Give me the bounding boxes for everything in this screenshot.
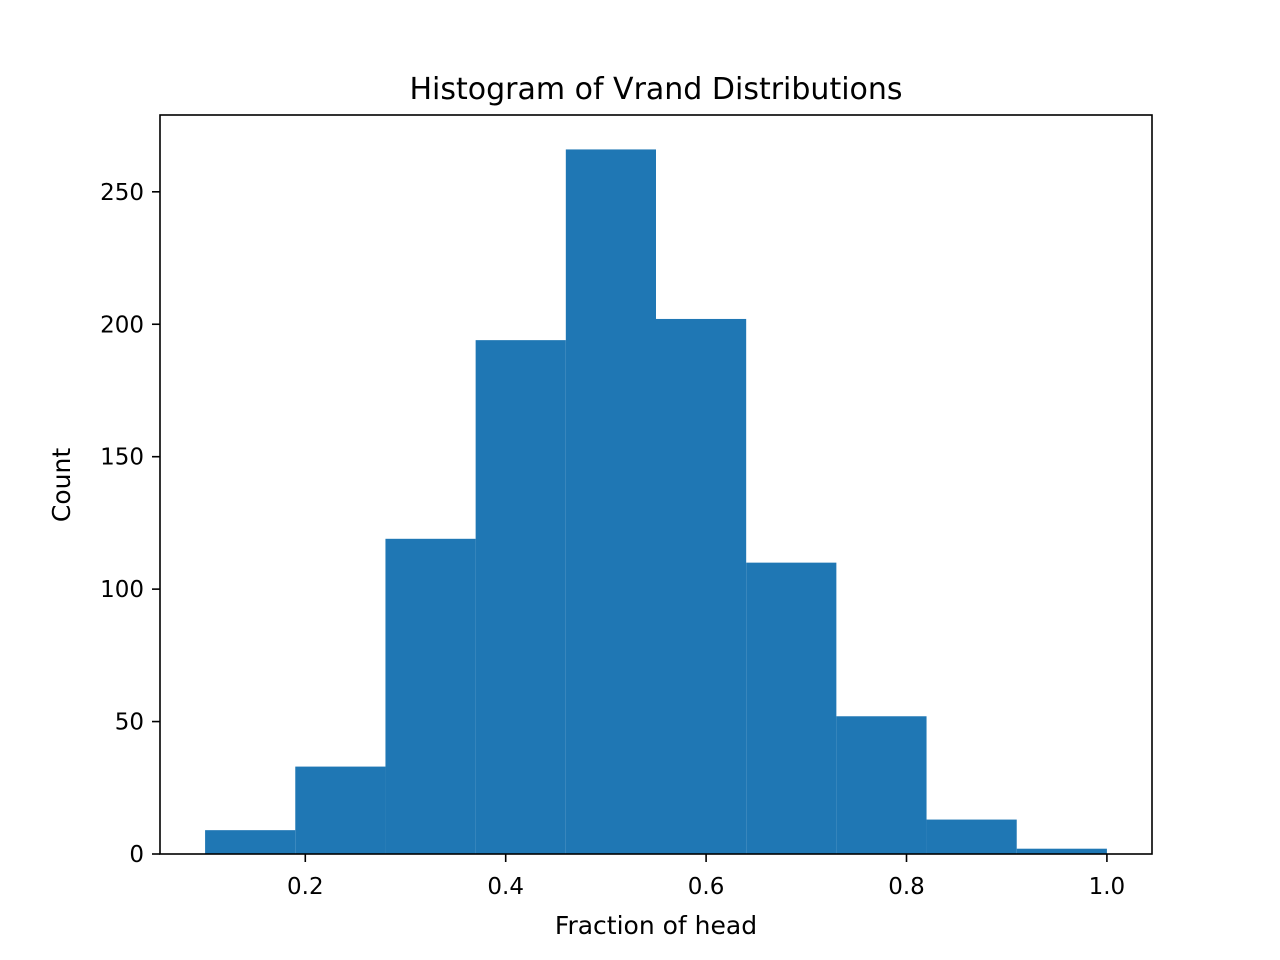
axis-ticks: 0.2 0.4 0.6 0.8 1.0 0 50 100 150 200 250 (100, 180, 1125, 900)
y-tick-label: 250 (100, 180, 144, 206)
y-tick-label: 0 (129, 842, 144, 868)
x-tick-label: 0.4 (487, 874, 524, 900)
x-tick-label: 0.2 (287, 874, 324, 900)
histogram-bar (565, 149, 656, 854)
y-tick-label: 50 (115, 710, 144, 736)
x-tick-label: 0.8 (888, 874, 925, 900)
histogram-bar (746, 562, 837, 854)
plot-frame (159, 114, 1153, 855)
y-tick-label: 150 (100, 445, 144, 471)
histogram-bar (836, 716, 927, 854)
histogram-bars (205, 149, 1107, 855)
histogram-bar (656, 318, 747, 855)
histogram-bar (205, 830, 296, 854)
y-axis-label: Count (47, 448, 76, 522)
histogram-bar (1016, 848, 1107, 854)
histogram-bar (295, 766, 386, 854)
y-tick-label: 200 (100, 312, 144, 338)
x-axis-label: Fraction of head (555, 911, 757, 940)
chart-title: Histogram of Vrand Distributions (409, 72, 902, 107)
x-tick-label: 0.6 (688, 874, 725, 900)
histogram-bar (475, 340, 566, 854)
x-tick-label: 1.0 (1089, 874, 1126, 900)
y-tick-label: 100 (100, 577, 144, 603)
histogram-bar (385, 538, 476, 854)
histogram-bar (926, 819, 1017, 854)
